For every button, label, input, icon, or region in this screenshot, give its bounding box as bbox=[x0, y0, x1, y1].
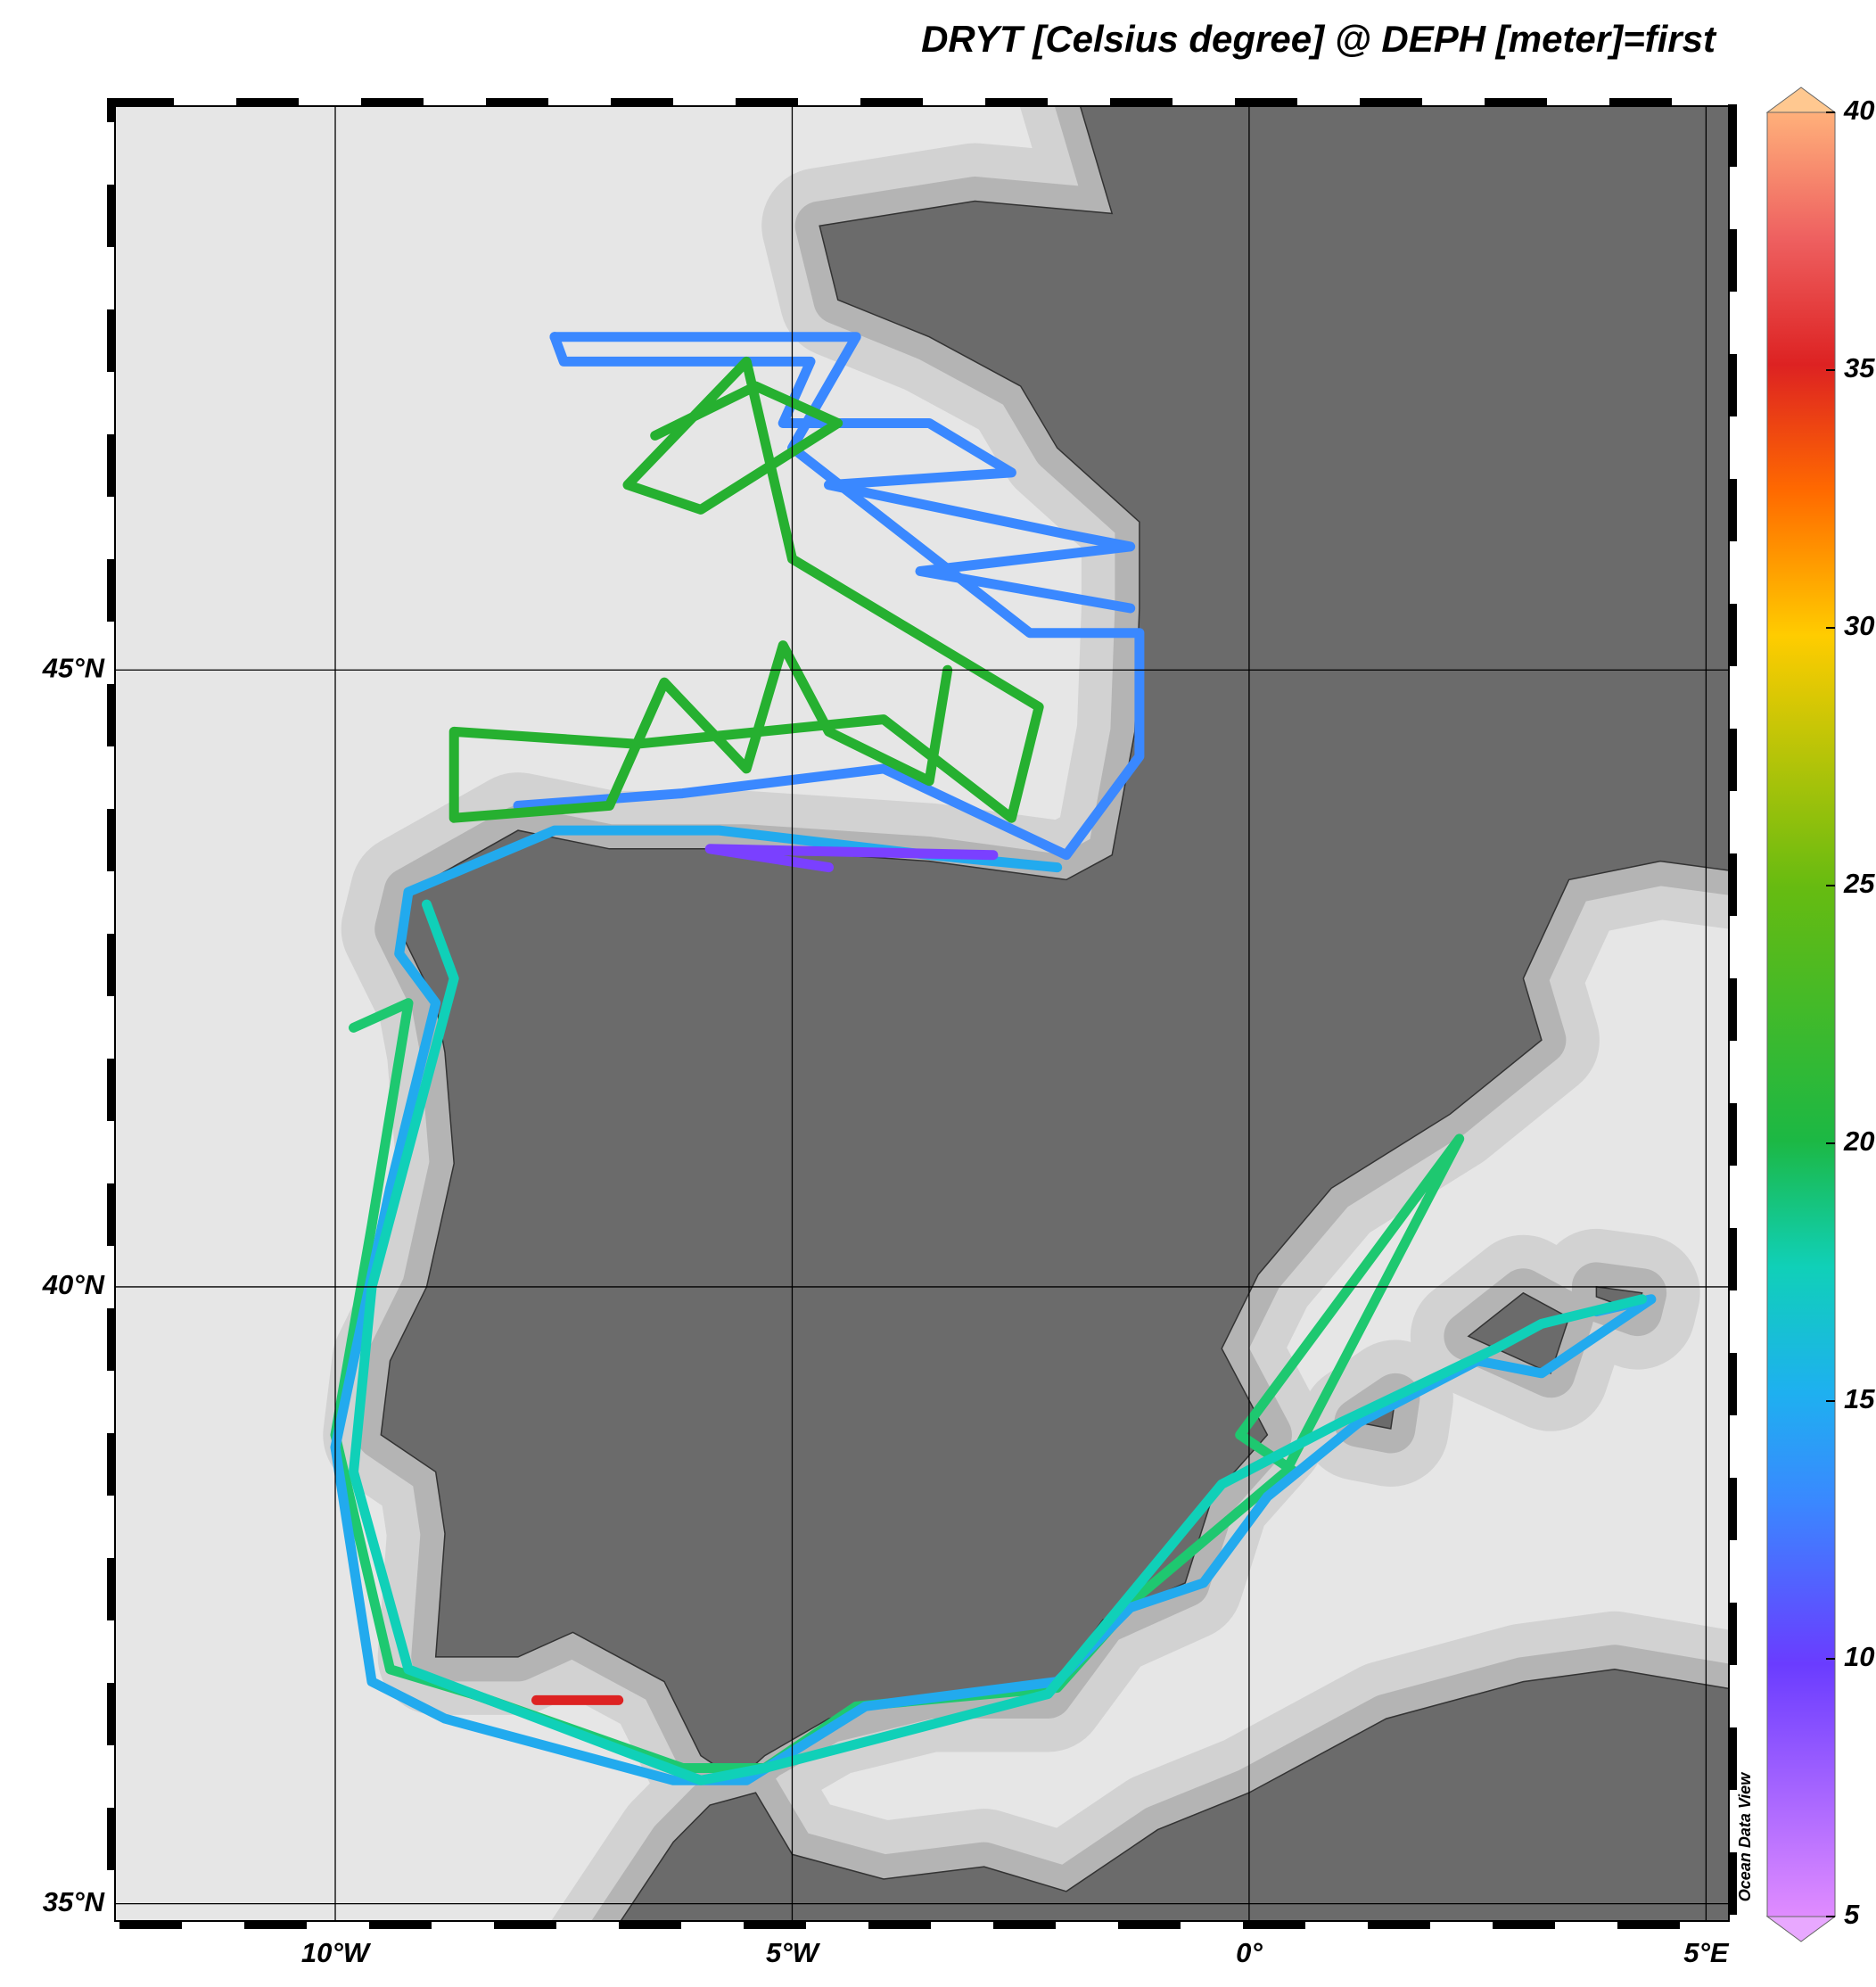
colorbar-tick-label: 15 bbox=[1844, 1383, 1875, 1414]
colorbar: 5 10 15 20 25 30 35 40 bbox=[1765, 87, 1875, 1942]
y-tick-label: 35°N bbox=[43, 1886, 105, 1917]
colorbar-tick-label: 40 bbox=[1843, 95, 1874, 126]
colorbar-tick-label: 35 bbox=[1844, 352, 1875, 383]
colorbar-bottom-cap bbox=[1765, 1916, 1837, 1942]
colorbar-tick-label: 10 bbox=[1844, 1641, 1874, 1672]
x-tick-label: 5°W bbox=[766, 1937, 821, 1968]
frame-ticks bbox=[107, 98, 1737, 1929]
y-tick-label: 40°N bbox=[42, 1269, 105, 1300]
cruise-track bbox=[448, 356, 1044, 823]
frame bbox=[114, 105, 1730, 1922]
cruise-track bbox=[513, 332, 1145, 861]
land bbox=[380, 106, 1729, 1782]
colorbar-tick-label: 25 bbox=[1843, 868, 1875, 899]
colorbar-top-cap bbox=[1765, 87, 1837, 113]
x-tick-label: 10°W bbox=[301, 1937, 372, 1968]
y-tick-label: 45°N bbox=[42, 652, 105, 683]
colorbar-tick-label: 5 bbox=[1844, 1899, 1860, 1930]
x-tick-label: 5°E bbox=[1683, 1937, 1730, 1968]
colorbar-tick-label: 30 bbox=[1844, 610, 1874, 641]
map-area bbox=[115, 106, 1729, 1921]
cruise-track bbox=[330, 825, 1657, 1785]
colorbar-ramp bbox=[1766, 111, 1836, 1917]
x-tick-label: 0° bbox=[1236, 1937, 1263, 1968]
map-title: DRYT [Celsius degree] @ DEPH [meter]=fir… bbox=[921, 18, 1717, 60]
cruise-track bbox=[704, 844, 999, 873]
cruise-track bbox=[549, 332, 1136, 614]
credit: Ocean Data View bbox=[1736, 1772, 1754, 1901]
colorbar-tick-label: 20 bbox=[1843, 1125, 1874, 1157]
